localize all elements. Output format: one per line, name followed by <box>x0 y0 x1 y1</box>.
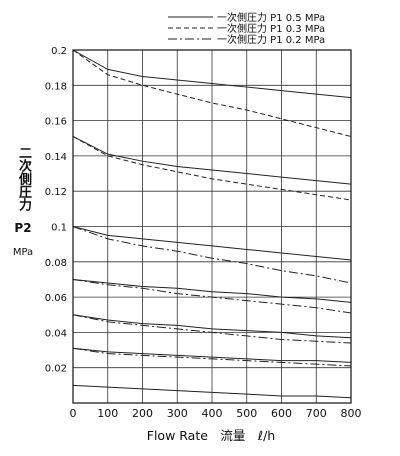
x-tick-label: 100 <box>97 407 118 420</box>
x-tick-label: 300 <box>167 407 188 420</box>
y-axis-label-unit: MPa <box>12 247 34 258</box>
series-line-dashdot <box>72 226 352 284</box>
series-line-solid <box>72 347 352 363</box>
x-tick-label: 600 <box>271 407 292 420</box>
plot-frame <box>72 49 352 404</box>
y-tick-label: 0.02 <box>45 364 67 375</box>
x-tick-label: 500 <box>236 407 257 420</box>
y-axis-label: 二次側圧力 P2 MPa <box>10 146 36 258</box>
legend-label: 一次側圧力 P1 0.2 MPa <box>217 33 325 46</box>
y-axis-label-jp-text: 二次側圧力 <box>16 146 31 211</box>
x-tick-label: 800 <box>341 407 362 420</box>
y-tick-label: 0.06 <box>45 293 67 304</box>
legend-label: 一次側圧力 P1 0.3 MPa <box>217 22 325 35</box>
x-axis-label: Flow Rate 流量 ℓ/h <box>147 428 275 443</box>
series-line-dashed <box>72 136 352 201</box>
series-line-dashdot <box>72 278 352 314</box>
y-tick-label: 0.12 <box>45 187 67 198</box>
series-line-solid <box>72 49 352 99</box>
x-tick-label: 400 <box>202 407 223 420</box>
series-line-solid <box>72 314 352 339</box>
series-line-solid <box>72 384 352 399</box>
series-line-solid <box>72 136 352 185</box>
series-line-dashdot <box>72 314 352 344</box>
y-tick-label: 0.14 <box>45 152 67 163</box>
y-tick-label: 0.16 <box>45 117 67 128</box>
x-tick-label: 0 <box>70 407 77 420</box>
x-tick-label: 700 <box>306 407 327 420</box>
x-tick-label: 200 <box>132 407 153 420</box>
series-line-dashdot <box>72 347 352 367</box>
y-axis-label-jp: 二次側圧力 <box>10 146 36 211</box>
y-axis-label-symbol: P2 <box>14 221 32 235</box>
legend-label: 一次側圧力 P1 0.5 MPa <box>217 11 325 24</box>
y-tick-label: 0.04 <box>45 328 67 339</box>
y-tick-label: 0.1 <box>51 223 67 234</box>
y-tick-label: 0.08 <box>45 258 67 269</box>
y-tick-label: 0.18 <box>45 81 67 92</box>
series-line-solid <box>72 226 352 261</box>
series-line-solid <box>72 278 352 303</box>
y-tick-label: 0.2 <box>51 46 67 57</box>
